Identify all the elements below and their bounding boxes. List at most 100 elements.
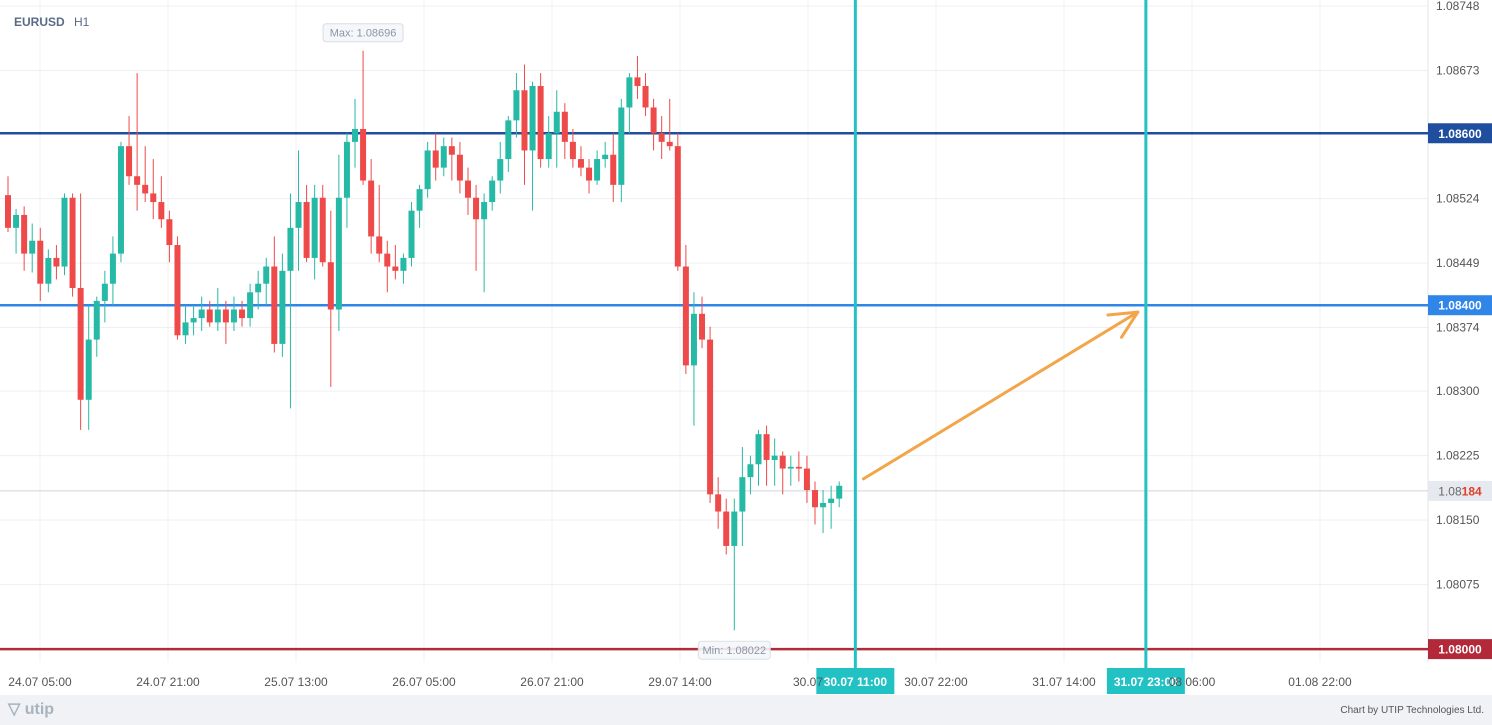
candle-body (489, 180, 496, 203)
candle-body (61, 197, 68, 267)
vertical-lines[interactable]: 30.07 11:00 31.07 23:00 (816, 0, 1185, 694)
candle-body (803, 468, 810, 491)
candle (803, 455, 810, 503)
time-tick-label: 26.07 05:00 (392, 675, 456, 689)
candle-body (327, 262, 334, 310)
candle-body (21, 214, 28, 254)
candle (828, 485, 835, 529)
time-axis: 24.07 05:00 24.07 21:00 25.07 13:00 26.07 0… (8, 675, 1352, 689)
level-label: 1.08000 (1438, 643, 1482, 657)
horizontal-levels[interactable]: 1.08600 1.08400 1.08000 (0, 123, 1492, 660)
candle-body (352, 128, 359, 142)
candle (569, 128, 576, 168)
candle (101, 270, 108, 323)
candle (271, 236, 278, 353)
candle (190, 305, 197, 336)
candle-body (45, 257, 52, 284)
candle (85, 305, 92, 430)
candle-body (666, 141, 673, 147)
candle (755, 429, 762, 486)
candle (416, 184, 423, 228)
price-chart[interactable]: 1.08600 1.08400 1.08000 30.07 11:00 31.07 2… (0, 0, 1492, 695)
candle (255, 270, 262, 310)
candle-body (537, 85, 544, 160)
candle-body (440, 146, 447, 168)
time-marker-badge (1106, 668, 1185, 694)
candle (577, 146, 584, 177)
candle (739, 447, 746, 546)
candle-body (771, 455, 778, 460)
candle (214, 288, 221, 331)
candle (319, 184, 326, 267)
candle-body (497, 159, 504, 181)
candle (5, 176, 11, 233)
level-badge (1428, 123, 1492, 144)
candle (787, 455, 794, 486)
utip-logo: ▽ utip (8, 701, 55, 718)
candle-body (384, 253, 391, 267)
candle (400, 253, 407, 284)
candle (440, 137, 447, 177)
candle-body (376, 236, 383, 254)
candle (731, 498, 738, 631)
candle-body (214, 309, 221, 323)
candle (586, 159, 593, 194)
candle (287, 193, 294, 409)
candle (795, 451, 802, 482)
candle (690, 292, 697, 426)
candle (166, 210, 173, 263)
price-tick-label: 1.08300 (1436, 384, 1480, 398)
candle (545, 116, 552, 168)
candle (505, 116, 512, 172)
price-axis: 1.08748 1.08673 1.08524 1.08449 1.08374 1.083… (1428, 0, 1492, 592)
candle (222, 300, 229, 344)
candle-body (13, 214, 20, 228)
time-tick-label: 08 06:00 (1169, 675, 1216, 689)
candle-body (626, 77, 633, 108)
candle (820, 490, 827, 534)
candle (424, 141, 431, 198)
level-label: 1.08600 (1438, 127, 1482, 141)
level-label: 1.08400 (1438, 299, 1482, 313)
candle-body (360, 128, 367, 181)
candle-body (85, 339, 92, 400)
candle-body (279, 270, 286, 344)
candle-body (53, 257, 60, 267)
symbol-label: EURUSD (14, 15, 65, 29)
candle-body (658, 133, 665, 142)
price-tick-label: 1.08449 (1436, 256, 1480, 270)
candle-body (311, 197, 318, 258)
candle (723, 498, 730, 555)
candle-body (690, 313, 697, 366)
candle-body (432, 150, 439, 168)
candle (650, 98, 657, 151)
time-tick-label: 24.07 21:00 (136, 675, 200, 689)
price-tick-label: 1.08374 (1436, 321, 1480, 335)
candle-body (198, 309, 205, 319)
candle-body (747, 464, 754, 478)
candle (384, 240, 391, 293)
time-marker-label: 30.07 11:00 (824, 675, 888, 689)
candle-body (505, 120, 512, 160)
candle (432, 133, 439, 181)
candle (626, 73, 633, 134)
candle-body (303, 202, 310, 258)
max-label: Max: 1.08696 (330, 28, 397, 40)
time-tick-label: 24.07 05:00 (8, 675, 72, 689)
level-badge (1428, 639, 1492, 660)
candle (29, 223, 36, 273)
candle-body (134, 176, 141, 185)
candle (150, 159, 157, 220)
price-tick-label: 1.08673 (1436, 63, 1480, 77)
candle (117, 141, 124, 263)
candle-body (101, 283, 108, 301)
candle (53, 245, 60, 280)
candle-body (674, 146, 681, 267)
candle-body (569, 141, 576, 160)
candle (464, 167, 471, 215)
candle-body (69, 197, 76, 289)
candle-body (400, 257, 407, 271)
candle-body (820, 502, 827, 508)
candle (610, 133, 617, 203)
candle (456, 141, 463, 194)
